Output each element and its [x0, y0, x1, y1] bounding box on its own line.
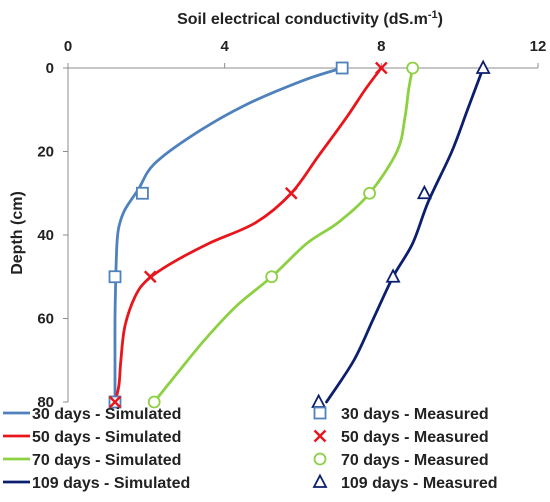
circle-marker	[363, 186, 376, 200]
legend-label: 70 days - Simulated	[32, 452, 181, 469]
x-tick-label: 12	[530, 38, 547, 55]
simulated-line	[113, 66, 344, 404]
legend: 30 days - Simulated 30 days - Measured 50 …	[3, 406, 498, 492]
triangle-marker	[385, 268, 401, 283]
x-tick-label: 8	[377, 38, 385, 55]
legend-label: 30 days - Simulated	[32, 406, 181, 423]
legend-label: 30 days - Measured	[341, 406, 489, 423]
triangle-marker	[312, 473, 328, 488]
circle-marker	[406, 61, 420, 75]
square-marker	[335, 61, 349, 75]
triangle-marker	[475, 59, 491, 74]
square-marker	[136, 186, 149, 200]
y-tick-label: 0	[46, 60, 54, 77]
x-marker	[313, 429, 327, 443]
circle-marker	[313, 452, 327, 466]
legend-label: 50 days - Measured	[341, 429, 489, 446]
x-marker	[143, 270, 157, 284]
simulated-line	[152, 66, 415, 404]
x-marker	[374, 61, 388, 75]
square-marker	[313, 406, 327, 420]
x-axis-title: Soil electrical conductivity (dS.m-1)	[177, 9, 443, 28]
legend-label: 109 days - Simulated	[32, 475, 190, 492]
simulated-line	[113, 66, 383, 404]
x-tick-label: 0	[64, 38, 72, 55]
y-tick-label: 60	[37, 311, 54, 328]
y-tick-label: 20	[37, 144, 54, 161]
circle-marker	[147, 395, 161, 409]
triangle-marker	[311, 393, 327, 408]
legend-label: 70 days - Measured	[341, 452, 489, 469]
square-marker	[108, 270, 122, 284]
x-marker	[108, 395, 122, 409]
x-tick-label: 4	[220, 38, 229, 55]
legend-label: 50 days - Simulated	[32, 429, 181, 446]
y-axis-title: Depth (cm)	[9, 191, 26, 275]
x-marker	[284, 186, 298, 200]
axes: 0 4 8 12 0 20 40 60 80	[37, 38, 546, 411]
triangle-marker	[416, 184, 432, 200]
legend-label: 109 days - Measured	[341, 475, 498, 492]
simulated-line	[325, 66, 485, 404]
circle-marker	[265, 270, 279, 284]
plot-area	[108, 59, 491, 409]
y-tick-label: 80	[37, 394, 54, 411]
y-tick-label: 40	[37, 227, 54, 244]
